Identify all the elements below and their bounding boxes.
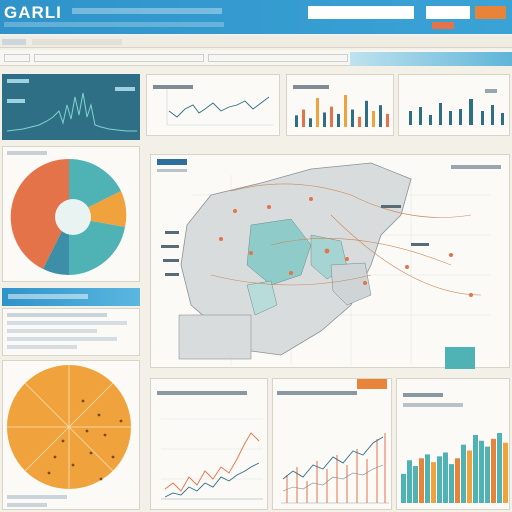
- filter-field[interactable]: [208, 54, 348, 62]
- legend-row: [7, 503, 47, 507]
- bar-18: [503, 442, 508, 503]
- donut-hole: [55, 199, 91, 235]
- bar-12: [372, 111, 375, 127]
- map-title: [157, 159, 187, 165]
- bar-15: [485, 446, 490, 503]
- bar-1: [401, 473, 406, 503]
- list-item[interactable]: [7, 345, 77, 349]
- header-subtitle-2: [4, 22, 224, 27]
- bar-5: [425, 454, 430, 503]
- line-chart-2-svg: [281, 433, 389, 504]
- bar-6: [330, 106, 333, 127]
- chart-action-button[interactable]: [357, 379, 387, 389]
- secondary-input[interactable]: [426, 6, 470, 19]
- kpi-label: [115, 87, 135, 91]
- bar-12: [467, 450, 472, 503]
- bar-7: [337, 113, 340, 127]
- chart-title: [277, 391, 357, 395]
- map-region-teal: [246, 218, 312, 286]
- line-chart-1-svg: [161, 418, 263, 500]
- chart-title: [293, 85, 329, 89]
- chart-title: [157, 391, 247, 395]
- bar-5: [323, 112, 326, 127]
- toolbar-tab[interactable]: [32, 39, 122, 45]
- header-tag[interactable]: [432, 22, 454, 29]
- bar-2: [302, 109, 305, 127]
- legend-row: [7, 495, 67, 499]
- kpi-card: [2, 74, 140, 140]
- map-view: [161, 162, 491, 365]
- donut-chart: [10, 158, 127, 276]
- map-region-teal: [246, 280, 278, 316]
- bar-17: [497, 433, 502, 503]
- filter-field[interactable]: [34, 54, 204, 62]
- bar-14: [386, 113, 389, 127]
- line-chart-1: [150, 378, 268, 510]
- map-subtitle: [157, 169, 187, 172]
- bar-11: [461, 444, 466, 503]
- line-chart-top-svg: [166, 89, 273, 126]
- bar-7: [437, 456, 442, 503]
- header-subtitle: [72, 8, 222, 14]
- toolbar-row: [0, 36, 512, 48]
- bar-4: [419, 458, 424, 503]
- bar-9: [351, 109, 354, 127]
- list-item[interactable]: [7, 321, 127, 325]
- bar-2: [407, 460, 412, 503]
- bar-16: [491, 438, 496, 503]
- bar-10: [358, 116, 361, 127]
- bar-chart-top-right: [398, 74, 510, 136]
- map-legend-swatch: [445, 347, 475, 369]
- chart-title: [403, 403, 463, 407]
- bar-chart-top-svg: [295, 95, 389, 127]
- bar-4: [316, 97, 319, 127]
- search-input[interactable]: [308, 6, 414, 19]
- filter-field[interactable]: [4, 54, 30, 62]
- kpi-label: [7, 79, 29, 83]
- toolbar-tab[interactable]: [2, 39, 26, 45]
- list-item[interactable]: [7, 313, 107, 317]
- header-bar: GARLI: [0, 0, 512, 34]
- bar-chart-top-right-svg: [409, 89, 504, 125]
- bar-8: [443, 452, 448, 503]
- filter-highlight[interactable]: [350, 52, 512, 66]
- map-inset: [178, 314, 252, 360]
- bar-3: [413, 466, 418, 503]
- sidebar-banner[interactable]: [2, 288, 140, 306]
- bar-3: [309, 118, 312, 127]
- line-chart-top: [146, 74, 280, 136]
- filter-strip: [0, 50, 512, 66]
- pie-panel-header: [7, 151, 47, 155]
- chart-title: [153, 85, 193, 89]
- pie-panel: [2, 146, 140, 282]
- bar-14: [479, 440, 484, 503]
- bar-13: [379, 105, 382, 127]
- kpi-sparkline: [6, 92, 137, 132]
- bar-chart-bottom: [396, 378, 510, 510]
- sidebar-list: [2, 308, 140, 356]
- map-region: [330, 262, 372, 306]
- orange-pie-panel: [2, 360, 140, 510]
- map-panel: [150, 154, 510, 369]
- bar-8: [344, 95, 347, 127]
- bar-1: [295, 115, 298, 127]
- line-chart-2: [272, 378, 392, 510]
- bar-chart-bottom-svg: [401, 433, 508, 503]
- list-item[interactable]: [7, 337, 117, 341]
- bar-11: [365, 100, 368, 127]
- pie-slice: [10, 158, 70, 269]
- bar-10: [455, 458, 460, 503]
- accent-button[interactable]: [475, 6, 506, 19]
- map-legend-text: [451, 165, 501, 169]
- bar-chart-top: [286, 74, 394, 136]
- bar-6: [431, 462, 436, 503]
- kpi-label: [7, 99, 25, 103]
- bar-13: [473, 434, 478, 503]
- bar-9: [449, 464, 454, 503]
- banner-label: [8, 294, 88, 299]
- chart-title: [403, 393, 443, 397]
- app-title: GARLI: [4, 3, 62, 22]
- list-item[interactable]: [7, 329, 97, 333]
- orange-pie-chart: [7, 365, 131, 489]
